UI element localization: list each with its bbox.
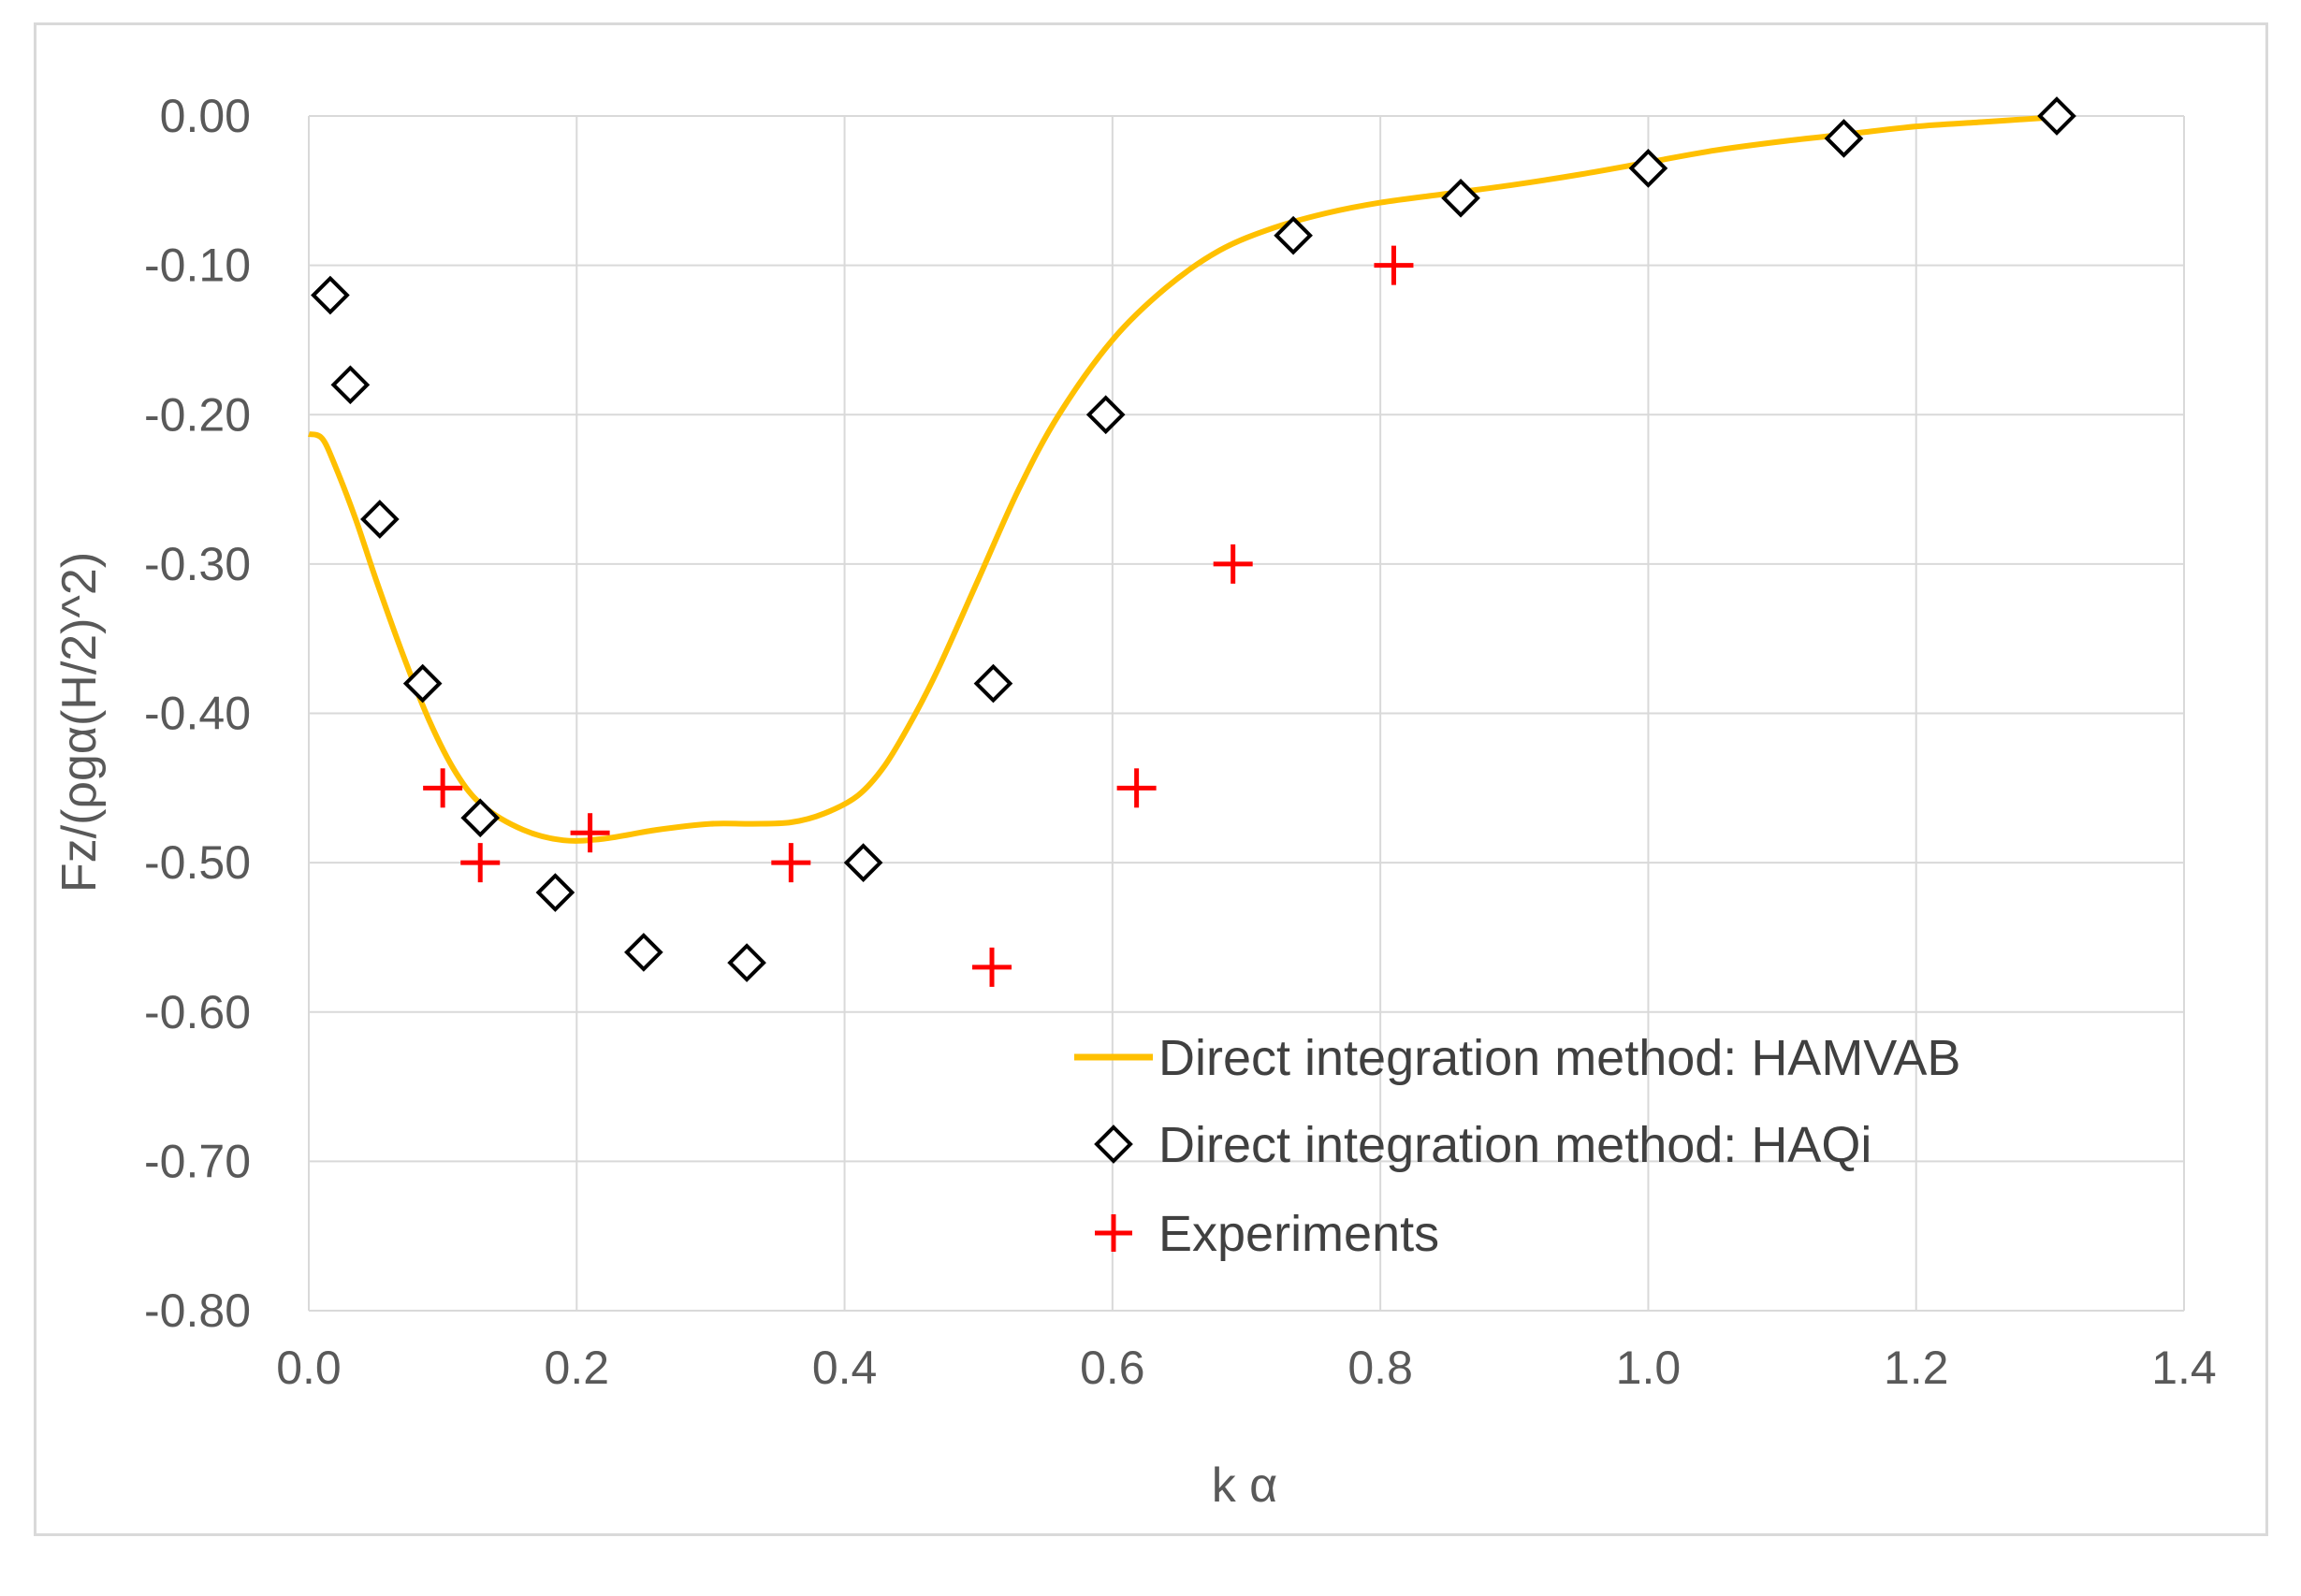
haqi-point bbox=[973, 663, 1013, 704]
haqi-point bbox=[727, 943, 766, 982]
experiment-point bbox=[1213, 544, 1253, 584]
legend-swatch-haqi bbox=[1094, 1124, 1133, 1164]
haqi-point bbox=[535, 873, 575, 912]
y-tick-label: -0.50 bbox=[144, 836, 251, 889]
y-tick-label: -0.80 bbox=[144, 1284, 251, 1337]
haqi-point bbox=[1085, 395, 1126, 435]
x-tick-label: 1.2 bbox=[1884, 1342, 1949, 1394]
experiment-point bbox=[771, 843, 811, 883]
y-tick-label: -0.30 bbox=[144, 538, 251, 590]
haqi-point bbox=[1441, 178, 1480, 218]
haqi-point bbox=[330, 365, 371, 405]
y-tick-label: 0.00 bbox=[160, 90, 251, 142]
y-tick-label: -0.70 bbox=[144, 1135, 251, 1187]
haqi-point bbox=[1824, 119, 1864, 158]
x-tick-label: 1.4 bbox=[2151, 1342, 2217, 1394]
y-axis-title: Fz/(ρgα(H/2)^2) bbox=[52, 552, 107, 892]
x-tick-label: 0.0 bbox=[276, 1342, 342, 1394]
series-line-hamvab bbox=[308, 114, 2051, 844]
experiment-point bbox=[1374, 245, 1414, 285]
experiment-point bbox=[972, 947, 1012, 987]
x-tick-label: 0.8 bbox=[1347, 1342, 1413, 1394]
y-tick-label: -0.10 bbox=[144, 239, 251, 292]
haqi-point bbox=[2037, 96, 2076, 136]
x-tick-label: 1.0 bbox=[1616, 1342, 1682, 1394]
legend-label-hamvab: Direct integration method: HAMVAB bbox=[1158, 1030, 1960, 1086]
x-tick-label: 0.6 bbox=[1080, 1342, 1145, 1394]
experiment-point bbox=[1116, 768, 1157, 808]
haqi-point bbox=[402, 663, 443, 704]
haqi-point bbox=[843, 843, 883, 882]
haqi-point bbox=[360, 500, 400, 539]
haqi-point bbox=[311, 275, 350, 315]
legend-swatch-experiments bbox=[1095, 1214, 1132, 1252]
y-tick-label: -0.40 bbox=[144, 688, 251, 740]
legend: Direct integration method: HAMVAB Direct… bbox=[1074, 1030, 1960, 1262]
plot-area bbox=[308, 96, 2076, 987]
x-tick-label: 0.4 bbox=[812, 1342, 878, 1394]
x-tick-label: 0.2 bbox=[545, 1342, 610, 1394]
experiment-point bbox=[570, 813, 610, 853]
grid bbox=[308, 115, 2185, 1312]
y-tick-label: -0.20 bbox=[144, 388, 251, 441]
axes: 0.0 0.2 0.4 0.6 0.8 1.0 1.2 1.4 0.00 -0.10 -0.20 -0… bbox=[144, 90, 2217, 1394]
experiment-point bbox=[460, 843, 501, 883]
haqi-point bbox=[1274, 215, 1313, 255]
chart-frame bbox=[34, 22, 2268, 1536]
x-axis-title: k α bbox=[1212, 1458, 1278, 1513]
experiment-point bbox=[423, 768, 463, 808]
y-tick-label: -0.60 bbox=[144, 986, 251, 1038]
haqi-point bbox=[624, 933, 663, 972]
legend-label-experiments: Experiments bbox=[1158, 1206, 1439, 1262]
haqi-point bbox=[1628, 149, 1668, 188]
legend-label-haqi: Direct integration method: HAQi bbox=[1158, 1117, 1871, 1173]
haqi-point bbox=[460, 798, 501, 838]
